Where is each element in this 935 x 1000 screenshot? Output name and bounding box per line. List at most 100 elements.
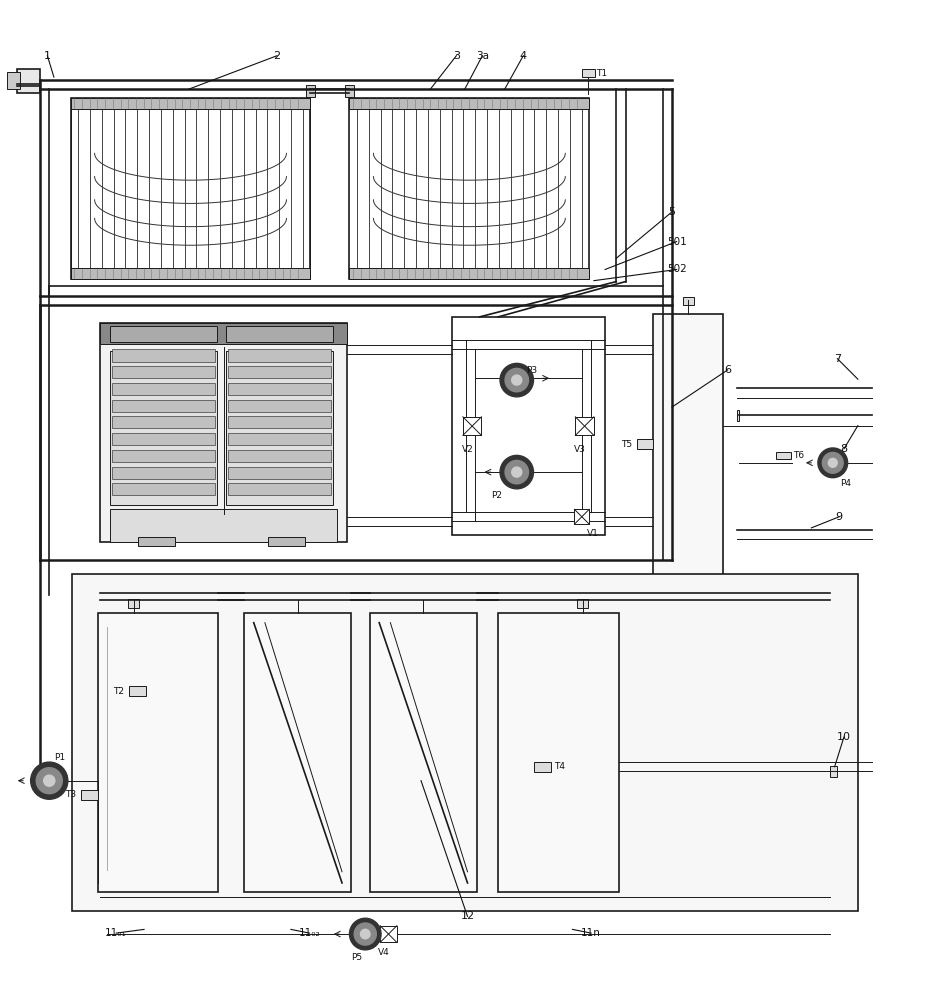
- Bar: [17, 69, 40, 93]
- Text: P1: P1: [54, 753, 65, 762]
- Bar: [244, 613, 352, 892]
- Bar: [71, 98, 310, 279]
- Bar: [111, 433, 215, 445]
- Text: 4: 4: [520, 51, 526, 61]
- Bar: [345, 85, 354, 97]
- Circle shape: [36, 768, 63, 794]
- Circle shape: [818, 448, 848, 478]
- Text: 1: 1: [44, 51, 50, 61]
- Bar: [129, 686, 146, 696]
- Text: 3: 3: [453, 51, 460, 61]
- Bar: [267, 537, 305, 546]
- Bar: [109, 326, 217, 342]
- Bar: [80, 790, 97, 800]
- Bar: [228, 467, 331, 479]
- Text: T5: T5: [621, 440, 632, 449]
- Bar: [370, 613, 477, 892]
- Bar: [228, 483, 331, 495]
- Text: V1: V1: [586, 529, 598, 538]
- Text: T1: T1: [596, 69, 607, 78]
- Bar: [111, 450, 215, 462]
- Bar: [350, 98, 589, 109]
- Bar: [683, 297, 694, 305]
- Circle shape: [44, 775, 55, 786]
- Bar: [574, 509, 589, 524]
- Text: P3: P3: [526, 366, 538, 375]
- Text: V3: V3: [574, 445, 586, 454]
- Bar: [111, 366, 215, 378]
- Bar: [226, 326, 333, 342]
- Text: 9: 9: [836, 512, 842, 522]
- Text: P2: P2: [491, 491, 502, 500]
- Text: T2: T2: [113, 687, 124, 696]
- Bar: [306, 85, 315, 97]
- Bar: [111, 467, 215, 479]
- Circle shape: [505, 460, 528, 484]
- Bar: [226, 351, 333, 505]
- Text: T4: T4: [554, 762, 565, 771]
- Text: 7: 7: [834, 354, 841, 364]
- Circle shape: [511, 375, 522, 385]
- Circle shape: [500, 455, 534, 489]
- Bar: [109, 351, 217, 505]
- Circle shape: [500, 363, 534, 397]
- Text: 3a: 3a: [476, 51, 489, 61]
- Circle shape: [354, 923, 376, 945]
- Text: T3: T3: [65, 790, 77, 799]
- Bar: [97, 613, 219, 892]
- Text: 10: 10: [837, 732, 851, 742]
- Bar: [228, 366, 331, 378]
- Text: 5: 5: [669, 207, 675, 217]
- Text: V4: V4: [378, 948, 390, 957]
- Text: 11₀₂: 11₀₂: [298, 928, 321, 938]
- Bar: [637, 439, 654, 449]
- Bar: [100, 323, 347, 344]
- Circle shape: [828, 458, 837, 467]
- Text: P4: P4: [841, 479, 851, 488]
- Bar: [228, 416, 331, 428]
- Bar: [381, 926, 396, 942]
- Bar: [71, 268, 310, 279]
- Bar: [463, 417, 482, 435]
- Text: 12: 12: [460, 911, 475, 921]
- Bar: [228, 400, 331, 412]
- Bar: [776, 452, 791, 459]
- Text: 8: 8: [841, 444, 847, 454]
- Text: 6: 6: [725, 365, 731, 375]
- Circle shape: [31, 762, 68, 799]
- Bar: [498, 613, 619, 892]
- Bar: [111, 483, 215, 495]
- Bar: [228, 433, 331, 445]
- Circle shape: [350, 918, 381, 950]
- Circle shape: [361, 929, 370, 939]
- Bar: [575, 417, 594, 435]
- Text: 2: 2: [273, 51, 280, 61]
- Bar: [228, 349, 331, 362]
- Bar: [535, 762, 551, 772]
- Circle shape: [823, 452, 843, 473]
- Bar: [111, 383, 215, 395]
- Bar: [128, 599, 139, 608]
- Bar: [577, 599, 588, 608]
- Circle shape: [511, 467, 522, 477]
- Bar: [111, 416, 215, 428]
- Circle shape: [505, 368, 528, 392]
- Bar: [228, 450, 331, 462]
- Text: P5: P5: [352, 953, 363, 962]
- Text: T6: T6: [793, 451, 804, 460]
- Text: 502: 502: [667, 264, 686, 274]
- Bar: [137, 537, 175, 546]
- Bar: [71, 98, 310, 109]
- Bar: [350, 98, 589, 279]
- Bar: [111, 349, 215, 362]
- Bar: [100, 323, 347, 542]
- Bar: [654, 314, 723, 602]
- Text: 11₀₁: 11₀₁: [106, 928, 127, 938]
- Bar: [737, 410, 739, 421]
- Bar: [452, 317, 605, 535]
- Bar: [350, 268, 589, 279]
- Text: V2: V2: [462, 445, 473, 454]
- Bar: [73, 574, 858, 911]
- Text: 501: 501: [667, 237, 686, 247]
- Bar: [830, 766, 838, 777]
